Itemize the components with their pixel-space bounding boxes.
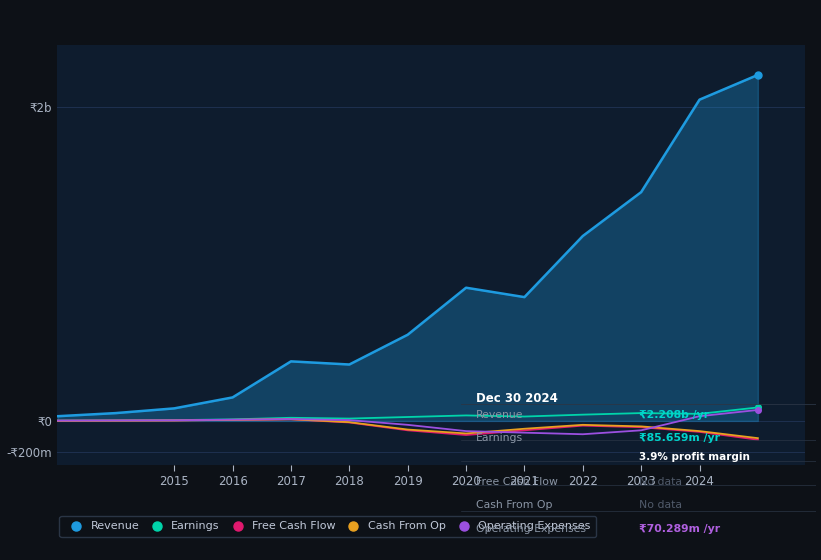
Text: 3.9% profit margin: 3.9% profit margin — [639, 452, 750, 462]
Text: Operating Expenses: Operating Expenses — [475, 524, 585, 534]
Text: Revenue: Revenue — [475, 410, 523, 420]
Text: ₹70.289m /yr: ₹70.289m /yr — [639, 524, 720, 534]
Legend: Revenue, Earnings, Free Cash Flow, Cash From Op, Operating Expenses: Revenue, Earnings, Free Cash Flow, Cash … — [59, 516, 596, 537]
Text: Cash From Op: Cash From Op — [475, 500, 552, 510]
Text: No data: No data — [639, 477, 681, 487]
Text: Dec 30 2024: Dec 30 2024 — [475, 392, 557, 405]
Text: Earnings: Earnings — [475, 433, 523, 442]
Text: No data: No data — [639, 500, 681, 510]
Text: ₹85.659m /yr: ₹85.659m /yr — [639, 433, 720, 442]
Text: Free Cash Flow: Free Cash Flow — [475, 477, 557, 487]
Text: ₹2.208b /yr: ₹2.208b /yr — [639, 410, 709, 420]
